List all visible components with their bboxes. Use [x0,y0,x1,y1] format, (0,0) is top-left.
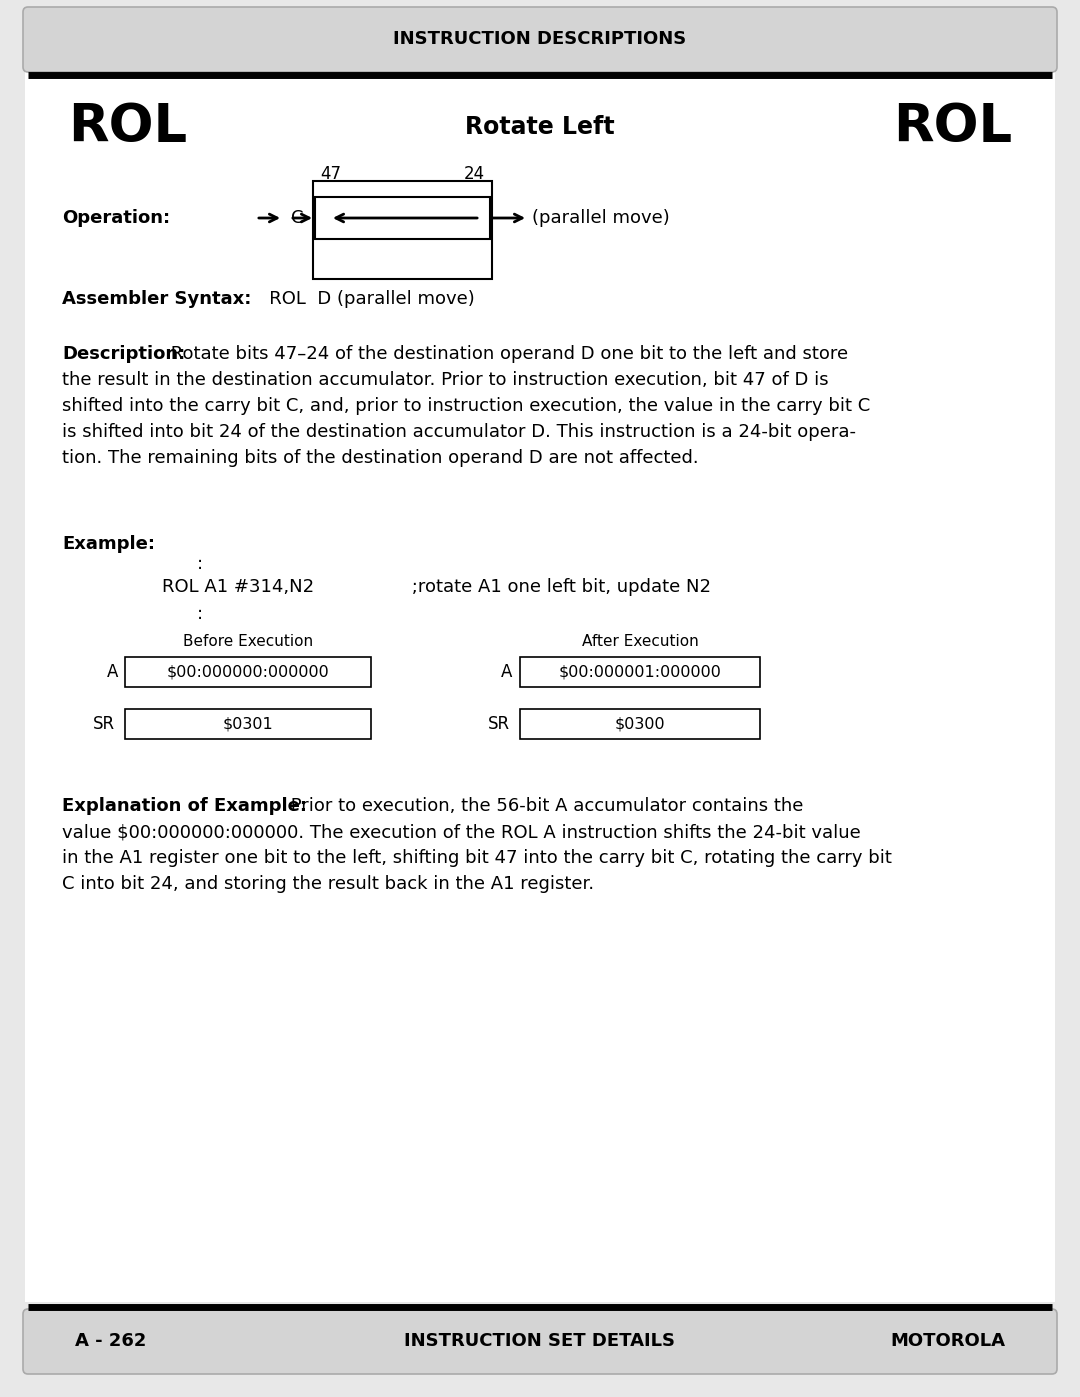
Text: is shifted into bit 24 of the destination accumulator D. This instruction is a 2: is shifted into bit 24 of the destinatio… [62,423,856,441]
Text: shifted into the carry bit C, and, prior to instruction execution, the value in : shifted into the carry bit C, and, prior… [62,397,870,415]
Text: (parallel move): (parallel move) [532,210,670,226]
Text: INSTRUCTION DESCRIPTIONS: INSTRUCTION DESCRIPTIONS [393,29,687,47]
Text: A: A [107,664,118,680]
Text: ROL: ROL [68,101,187,154]
Text: Rotate bits 47–24 of the destination operand D one bit to the left and store: Rotate bits 47–24 of the destination ope… [165,345,848,363]
Bar [519,657,760,687]
Text: Rotate Left: Rotate Left [465,115,615,138]
Text: Before Execution: Before Execution [183,634,313,650]
Text: $00:000001:000000: $00:000001:000000 [558,665,721,679]
Text: C into bit 24, and storing the result back in the A1 register.: C into bit 24, and storing the result ba… [62,875,594,893]
Text: in the A1 register one bit to the left, shifting bit 47 into the carry bit C, ro: in the A1 register one bit to the left, … [62,849,892,868]
Text: Description:: Description: [62,345,186,363]
Text: Operation:: Operation: [62,210,171,226]
FancyBboxPatch shape [23,1309,1057,1375]
Text: $00:000000:000000: $00:000000:000000 [166,665,329,679]
Text: the result in the destination accumulator. Prior to instruction execution, bit 4: the result in the destination accumulato… [62,372,828,388]
Text: :: : [197,605,203,623]
Text: INSTRUCTION SET DETAILS: INSTRUCTION SET DETAILS [405,1331,675,1350]
Text: value $00:000000:000000. The execution of the ROL A instruction shifts the 24-bi: value $00:000000:000000. The execution o… [62,823,861,841]
Text: 24: 24 [464,165,485,183]
Text: SR: SR [93,715,114,733]
Text: Assembler Syntax:: Assembler Syntax: [62,291,252,307]
Text: Prior to execution, the 56-bit A accumulator contains the: Prior to execution, the 56-bit A accumul… [285,798,804,814]
Bar [125,710,372,739]
Text: tion. The remaining bits of the destination operand D are not affected.: tion. The remaining bits of the destinat… [62,448,699,467]
Text: A - 262: A - 262 [75,1331,147,1350]
Text: Example:: Example: [62,535,156,553]
Bar [25,52,1055,1302]
Text: ROL: ROL [893,101,1012,154]
Text: Explanation of Example:: Explanation of Example: [62,798,307,814]
Text: 47: 47 [320,165,341,183]
Text: ROL  D (parallel move): ROL D (parallel move) [252,291,475,307]
Bar [313,182,492,279]
Bar [315,197,490,239]
Text: ;rotate A1 one left bit, update N2: ;rotate A1 one left bit, update N2 [360,578,711,597]
Text: MOTOROLA: MOTOROLA [890,1331,1005,1350]
Bar [125,657,372,687]
Text: SR: SR [488,715,510,733]
Text: ROL A1 #314,N2: ROL A1 #314,N2 [162,578,314,597]
FancyBboxPatch shape [23,7,1057,73]
Text: $0301: $0301 [222,717,273,732]
Text: $0300: $0300 [615,717,665,732]
Text: C: C [291,210,303,226]
Text: After Execution: After Execution [582,634,699,650]
Text: :: : [197,555,203,573]
Text: A: A [501,664,512,680]
Bar [519,710,760,739]
